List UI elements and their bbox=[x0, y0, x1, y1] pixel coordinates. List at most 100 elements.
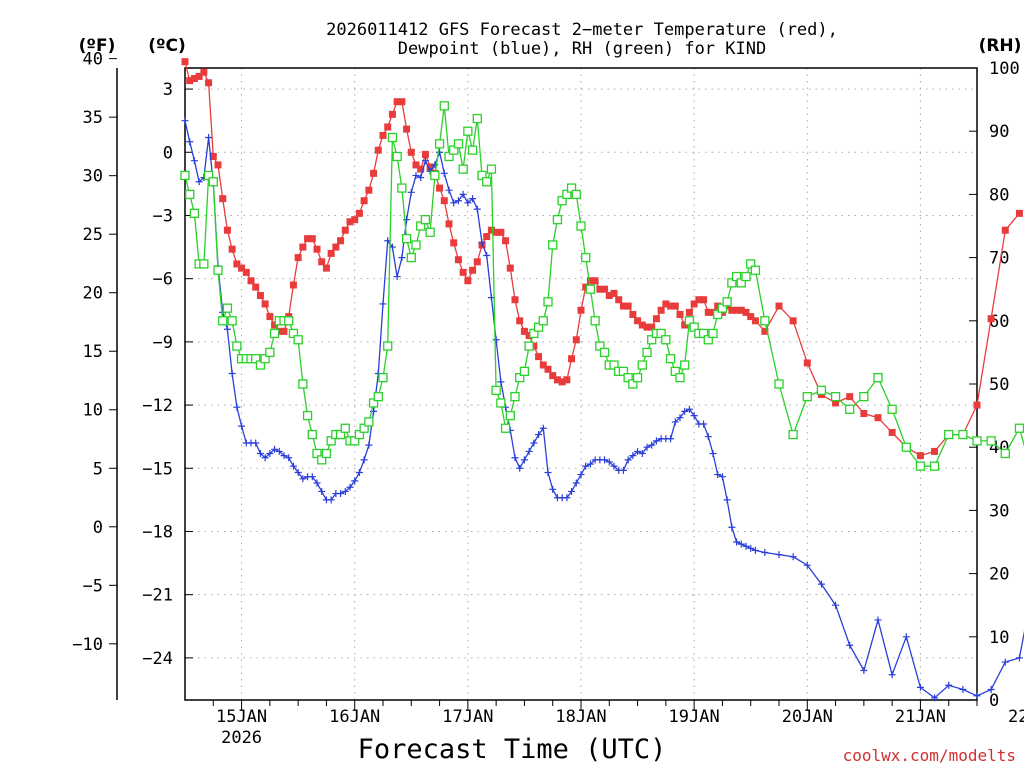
plot-frame bbox=[184, 67, 978, 701]
temperature-point bbox=[407, 148, 415, 156]
rh-point bbox=[845, 404, 855, 414]
series-layer bbox=[180, 58, 1024, 702]
dewpoint-point bbox=[337, 490, 345, 498]
rh-point bbox=[477, 170, 487, 181]
rh-tick-label: 20 bbox=[989, 565, 1009, 585]
rh-point bbox=[637, 360, 647, 370]
dewpoint-point bbox=[473, 205, 481, 213]
temperature-point bbox=[535, 353, 543, 361]
rh-point bbox=[335, 429, 346, 440]
rh-point bbox=[222, 303, 233, 313]
temperature-point bbox=[577, 306, 585, 314]
rh-point bbox=[760, 316, 770, 326]
rh-point bbox=[566, 183, 577, 193]
temperature-point bbox=[624, 302, 632, 310]
rh-point bbox=[665, 354, 676, 364]
temperature-point bbox=[384, 123, 392, 131]
dewpoint-point bbox=[256, 450, 264, 458]
rh-tick-label: 30 bbox=[989, 501, 1009, 521]
rh-point bbox=[816, 385, 827, 395]
rh-point bbox=[538, 316, 548, 326]
rh-point bbox=[321, 448, 332, 459]
temperature-point bbox=[874, 414, 882, 422]
temperature-point bbox=[737, 306, 745, 314]
grid-layer bbox=[185, 68, 977, 700]
rh-point bbox=[750, 265, 761, 275]
rh-point bbox=[901, 442, 911, 452]
temperature-point bbox=[313, 245, 321, 253]
temperature-point bbox=[275, 327, 283, 335]
dewpoint-point bbox=[464, 199, 472, 207]
rh-point bbox=[199, 259, 209, 269]
rh-point bbox=[859, 391, 869, 402]
rh-point bbox=[293, 335, 303, 345]
dewpoint-point bbox=[577, 471, 585, 479]
rh-point bbox=[392, 151, 402, 162]
temperature-point bbox=[445, 220, 453, 228]
rh-point bbox=[359, 423, 369, 433]
temperature-point bbox=[469, 266, 477, 274]
fahrenheit-tick-label: 25 bbox=[83, 225, 103, 245]
rh-tick-label: 90 bbox=[989, 122, 1009, 142]
dewpoint-point bbox=[685, 405, 693, 413]
temperature-point bbox=[549, 372, 557, 380]
temperature-point bbox=[190, 75, 198, 83]
temperature-point bbox=[667, 302, 675, 310]
temperature-point bbox=[205, 79, 213, 87]
rh-point bbox=[830, 391, 841, 402]
celsius-tick-label: −18 bbox=[142, 522, 173, 542]
rh-point bbox=[185, 189, 195, 200]
dewpoint-point bbox=[959, 685, 967, 693]
fahrenheit-unit-label: (ºF) bbox=[79, 36, 116, 56]
dewpoint-point bbox=[285, 454, 293, 462]
dewpoint-point bbox=[846, 641, 854, 649]
rh-point bbox=[873, 373, 883, 383]
rh-point bbox=[656, 328, 666, 339]
fahrenheit-tick-label: −10 bbox=[72, 635, 103, 655]
dewpoint-point bbox=[223, 325, 231, 333]
temperature-point bbox=[450, 239, 458, 247]
dewpoint-point bbox=[931, 694, 939, 702]
rh-point bbox=[698, 328, 709, 339]
rh-point bbox=[368, 398, 379, 408]
dewpoint-point bbox=[436, 148, 444, 156]
temperature-point bbox=[483, 233, 491, 241]
rh-point bbox=[680, 360, 690, 370]
temperature-point bbox=[671, 302, 679, 310]
celsius-tick-label: −21 bbox=[142, 586, 173, 606]
celsius-tick-label: −24 bbox=[142, 649, 173, 669]
rh-point bbox=[401, 233, 412, 244]
rh-point bbox=[420, 215, 431, 225]
dewpoint-point bbox=[190, 157, 198, 165]
dewpoint-point bbox=[638, 450, 646, 458]
rh-point bbox=[972, 436, 982, 446]
dewpoint-point bbox=[681, 407, 689, 415]
temperature-point bbox=[634, 317, 642, 325]
rh-point bbox=[213, 265, 223, 275]
rh-point bbox=[383, 341, 393, 351]
fahrenheit-tick-label: 35 bbox=[83, 108, 103, 128]
dewpoint-point bbox=[860, 667, 868, 675]
rh-point bbox=[203, 170, 214, 181]
x-tick-label: 19JAN bbox=[669, 707, 720, 727]
rh-point bbox=[524, 341, 534, 351]
rh-tick-label: 100 bbox=[989, 59, 1020, 79]
dewpoint-point bbox=[723, 496, 731, 504]
series-relative-humidity bbox=[180, 101, 1024, 471]
dewpoint-point bbox=[987, 685, 995, 693]
celsius-unit-label: (ºC) bbox=[148, 36, 186, 56]
rh-point bbox=[232, 341, 242, 351]
temperature-point bbox=[591, 277, 599, 285]
dewpoint-point bbox=[737, 540, 745, 548]
dewpoint-point bbox=[832, 601, 840, 609]
temperature-point bbox=[454, 256, 462, 264]
rh-point bbox=[915, 461, 926, 471]
x-tick-label: 15JAN bbox=[216, 707, 267, 727]
dewpoint-point bbox=[728, 523, 736, 531]
rh-point bbox=[491, 385, 501, 395]
dewpoint-point bbox=[266, 450, 274, 458]
dewpoint-point bbox=[511, 454, 519, 462]
dewpoint-point bbox=[308, 473, 316, 481]
celsius-tick-label: −6 bbox=[153, 270, 173, 290]
rh-point bbox=[958, 429, 968, 440]
